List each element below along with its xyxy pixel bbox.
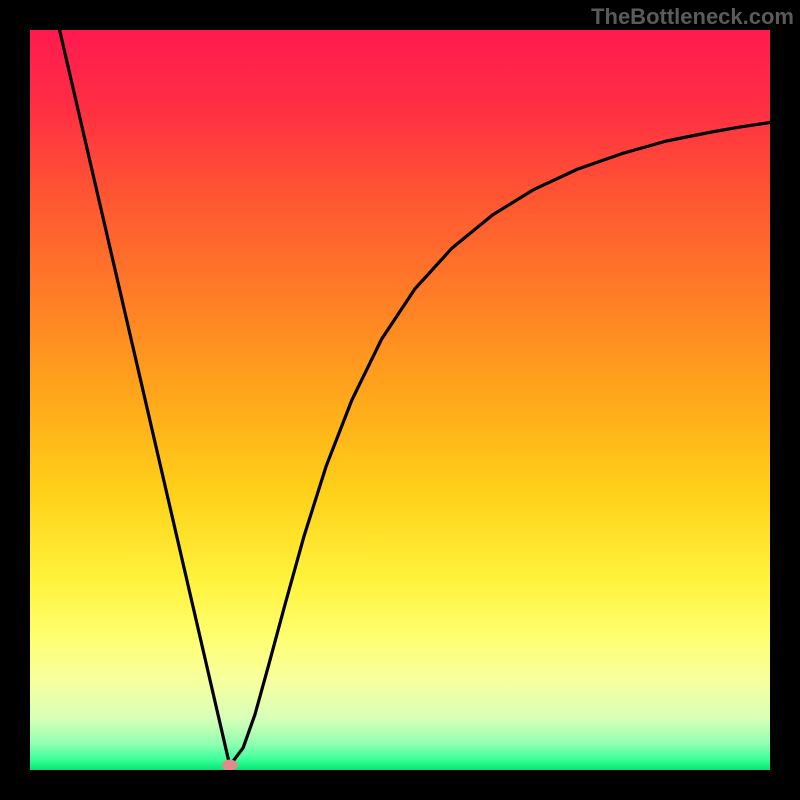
watermark-text: TheBottleneck.com bbox=[591, 4, 794, 30]
chart-root: TheBottleneck.com bbox=[0, 0, 800, 800]
plot-area bbox=[30, 30, 770, 770]
gradient-background bbox=[30, 30, 770, 770]
plot-svg bbox=[30, 30, 770, 770]
